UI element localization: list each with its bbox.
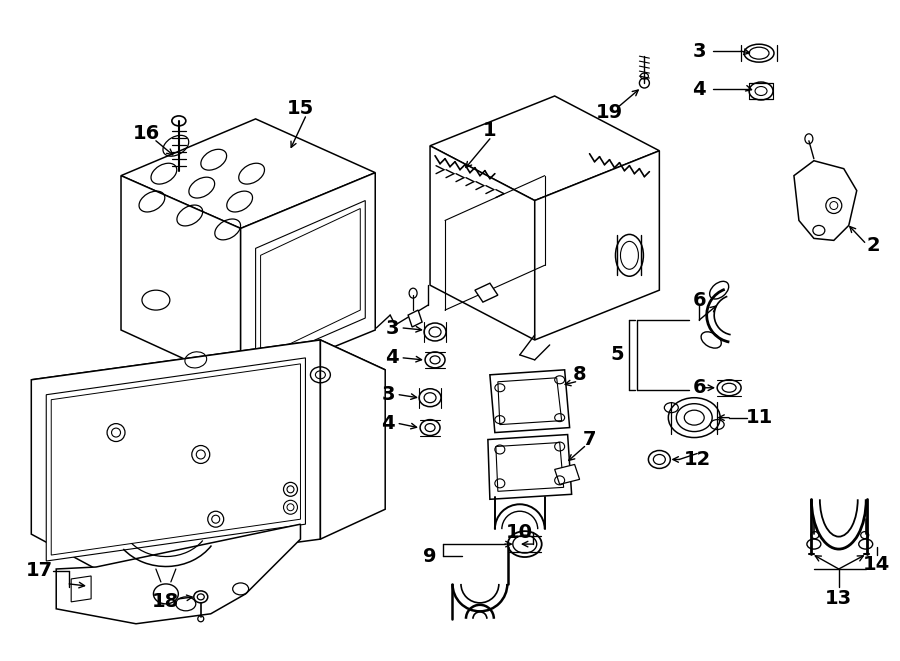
Polygon shape: [430, 96, 660, 200]
Polygon shape: [51, 364, 301, 555]
Polygon shape: [46, 358, 305, 561]
Polygon shape: [56, 524, 301, 624]
Text: 8: 8: [572, 366, 587, 384]
Text: 16: 16: [132, 124, 159, 143]
Text: 3: 3: [692, 42, 706, 61]
Text: 19: 19: [596, 103, 623, 122]
Polygon shape: [32, 340, 385, 410]
Text: 4: 4: [692, 79, 706, 98]
Text: 9: 9: [423, 547, 436, 566]
Text: 1: 1: [483, 122, 497, 140]
Polygon shape: [240, 173, 375, 385]
Polygon shape: [408, 310, 422, 327]
Text: 7: 7: [583, 430, 597, 449]
Text: 14: 14: [863, 555, 890, 574]
Polygon shape: [475, 283, 498, 302]
Text: 2: 2: [867, 236, 880, 255]
Polygon shape: [488, 434, 572, 499]
Polygon shape: [490, 370, 570, 432]
Text: 11: 11: [745, 408, 773, 427]
Polygon shape: [256, 200, 365, 366]
Text: 6: 6: [692, 291, 706, 309]
Text: 13: 13: [825, 590, 852, 608]
Polygon shape: [261, 208, 360, 358]
Text: 3: 3: [382, 385, 395, 405]
Text: 15: 15: [287, 99, 314, 118]
Text: 17: 17: [26, 561, 53, 580]
Text: 18: 18: [152, 592, 179, 611]
Polygon shape: [498, 378, 562, 424]
Polygon shape: [535, 151, 660, 340]
Text: 10: 10: [507, 523, 534, 541]
Polygon shape: [71, 576, 91, 602]
Text: 5: 5: [611, 346, 625, 364]
Polygon shape: [121, 119, 375, 229]
Text: 12: 12: [684, 450, 711, 469]
Text: 6: 6: [692, 378, 706, 397]
Text: 4: 4: [382, 414, 395, 433]
Polygon shape: [121, 176, 240, 385]
Text: 3: 3: [385, 319, 399, 338]
Polygon shape: [794, 161, 857, 241]
Polygon shape: [320, 340, 385, 539]
Polygon shape: [496, 442, 563, 491]
Polygon shape: [554, 465, 580, 485]
Polygon shape: [430, 146, 535, 340]
Text: 4: 4: [385, 348, 399, 368]
Polygon shape: [32, 340, 320, 569]
